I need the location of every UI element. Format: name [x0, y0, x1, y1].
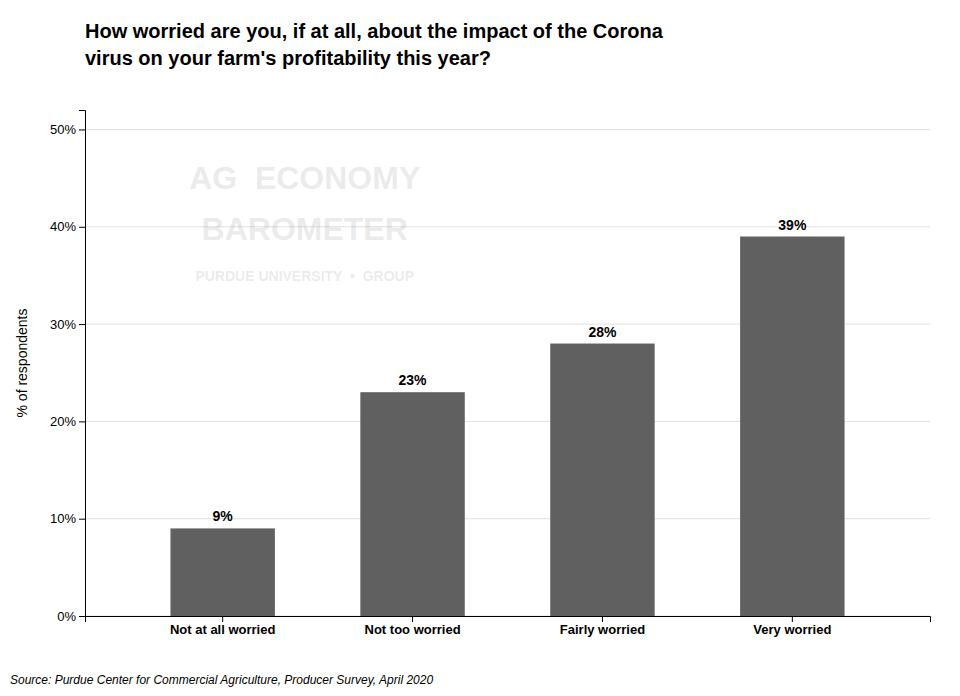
tick-mark: [222, 616, 223, 622]
watermark-text: AG ECONOMY: [189, 160, 420, 196]
plot: 0% 10% 20% 30% 40% 50% Not at all worried Not t…: [14, 111, 931, 638]
y-label: % of respondents: [14, 309, 30, 418]
chart: 0% 10% 20% 30% 40% 50% Not at all worried Not t…: [0, 0, 960, 696]
y-axis: 0% 10% 20% 30% 40% 50%: [50, 111, 86, 624]
title-line: virus on your farm's profitability this …: [85, 47, 491, 69]
tick-label: 40%: [50, 219, 76, 234]
grid: [85, 129, 930, 616]
y-tick: 30%: [50, 317, 85, 332]
tick-mark: [412, 616, 413, 622]
watermark: AG ECONOMY BAROMETER PURDUE UNIVERSITY • G…: [189, 160, 420, 283]
bar: [360, 392, 464, 616]
tick-label: Fairly worried: [560, 622, 645, 637]
tick-label: 20%: [50, 414, 76, 429]
x-tick: Very worried: [753, 616, 831, 637]
y-tick: 0%: [57, 609, 85, 624]
bars: [170, 237, 844, 617]
data-label: 39%: [778, 217, 807, 233]
grid-line: [85, 129, 930, 130]
watermark-text: PURDUE UNIVERSITY • GROUP: [195, 268, 414, 284]
data-labels: 9% 23% 28% 39%: [213, 217, 807, 525]
data-label: 9%: [213, 508, 234, 524]
x-tick: Not too worried: [365, 616, 461, 637]
axis-domain: [79, 111, 86, 617]
x-tick: Not at all worried: [170, 616, 276, 637]
tick-mark: [602, 616, 603, 622]
tick-mark: [79, 519, 85, 520]
tick-mark: [79, 324, 85, 325]
bar: [740, 237, 844, 617]
tick-label: 30%: [50, 317, 76, 332]
y-tick: 50%: [50, 122, 85, 137]
tick-mark: [79, 129, 85, 130]
tick-mark: [792, 616, 793, 622]
watermark-text: BAROMETER: [202, 211, 408, 247]
y-tick: 20%: [50, 414, 85, 429]
data-label: 28%: [588, 324, 617, 340]
tick-mark: [79, 616, 85, 617]
tick-label: 10%: [50, 511, 76, 526]
source: Source: Purdue Center for Commercial Agr…: [10, 673, 433, 687]
tick-mark: [79, 421, 85, 422]
tick-label: Not at all worried: [170, 622, 276, 637]
x-axis: Not at all worried Not too worried Fairly …: [86, 616, 931, 637]
tick-label: Very worried: [753, 622, 831, 637]
bar: [550, 344, 654, 616]
data-label: 23%: [399, 372, 428, 388]
tick-label: Not too worried: [365, 622, 461, 637]
tick-label: 50%: [50, 122, 76, 137]
axis-domain: [86, 617, 931, 623]
x-tick: Fairly worried: [560, 616, 645, 637]
y-tick: 10%: [50, 511, 85, 526]
title: How worried are you, if at all, about th…: [85, 20, 664, 69]
tick-mark: [79, 227, 85, 228]
title-line: How worried are you, if at all, about th…: [85, 20, 664, 42]
bar: [170, 528, 274, 616]
tick-label: 0%: [57, 609, 76, 624]
y-tick: 40%: [50, 219, 85, 234]
